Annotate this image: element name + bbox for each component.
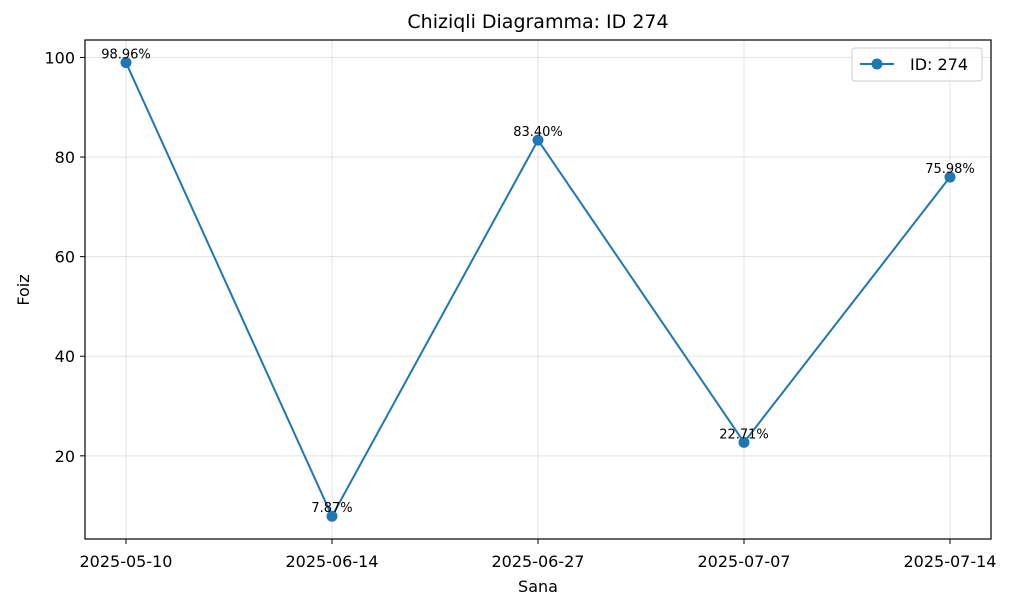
- legend-box: [851, 47, 983, 82]
- x-tick-label: 2025-06-27: [492, 552, 585, 571]
- chart-title: Chiziqli Diagramma: ID 274: [407, 11, 668, 33]
- data-point-marker: [120, 57, 132, 69]
- x-tick-label: 2025-05-10: [80, 552, 173, 571]
- x-tick-label: 2025-07-14: [904, 552, 997, 571]
- data-point-marker: [944, 171, 956, 183]
- data-point-label: 22.71%: [719, 427, 769, 442]
- data-point-label: 75.98%: [925, 162, 975, 177]
- y-tick-label: 60: [55, 248, 75, 267]
- y-tick-label: 20: [55, 447, 75, 466]
- data-point-label: 98.96%: [101, 48, 151, 63]
- legend-marker-swatch: [871, 58, 883, 70]
- y-axis: 20 40 60 80 100: [44, 48, 85, 466]
- y-tick-label: 80: [55, 148, 75, 167]
- y-axis-label: Foiz: [14, 274, 33, 305]
- x-tick-label: 2025-06-14: [286, 552, 379, 571]
- series-layer: 98.96% 7.87% 83.40% 22.71% 75.98%: [101, 48, 975, 522]
- data-point-marker: [738, 436, 750, 448]
- x-axis-label: Sana: [518, 577, 558, 596]
- legend: ID: 274: [851, 47, 983, 82]
- data-point-label: 7.87%: [311, 501, 352, 516]
- data-point-marker: [326, 510, 338, 522]
- x-axis: 2025-05-10 2025-06-14 2025-06-27 2025-07-07…: [80, 539, 997, 571]
- y-tick-label: 100: [44, 48, 75, 67]
- x-tick-label: 2025-07-07: [698, 552, 791, 571]
- y-tick-label: 40: [55, 347, 75, 366]
- data-point-label: 83.40%: [513, 125, 563, 140]
- grid-lines: [85, 40, 991, 539]
- legend-series-label: ID: 274: [910, 55, 968, 74]
- data-point-marker: [532, 134, 544, 146]
